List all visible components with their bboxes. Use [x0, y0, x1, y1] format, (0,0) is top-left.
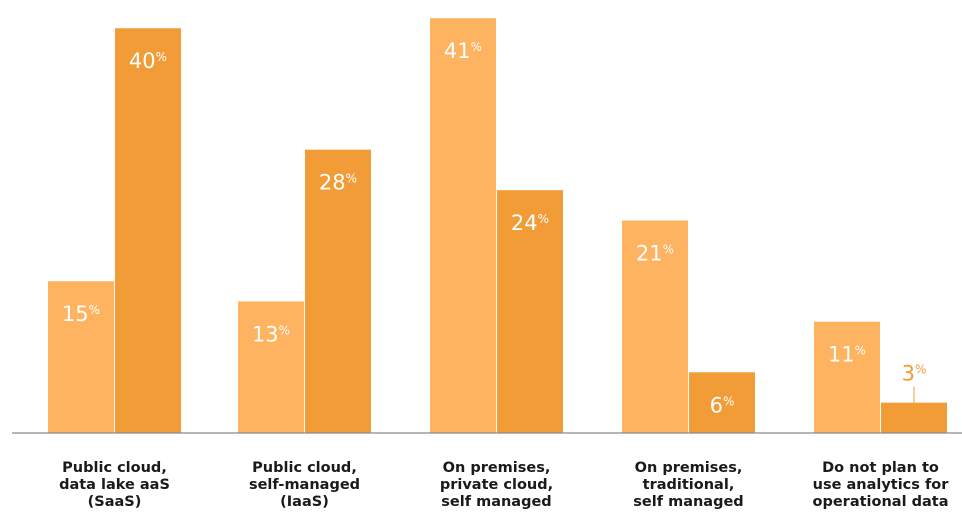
category-label-2: Public cloud, self-managed (IaaS): [249, 460, 360, 510]
bar-s1-c5: [814, 321, 880, 433]
bar-s1-c4: [622, 220, 688, 433]
value-label-s2-c4: 6%: [710, 393, 735, 417]
bar-s2-c1: [115, 28, 181, 433]
category-label-5: Do not plan to use analytics for operation…: [813, 460, 950, 510]
value-label-s1-c5: 11%: [828, 343, 866, 367]
value-label-s1-c1: 15%: [62, 302, 100, 326]
bar-s2-c4: [689, 372, 755, 433]
category-labels-group: Public cloud, data lake aaS (SaaS) Public c…: [59, 460, 949, 510]
bar-s2-c2: [305, 149, 371, 433]
category-label-1: Public cloud, data lake aaS (SaaS): [59, 460, 170, 510]
value-label-s1-c3: 41%: [444, 39, 482, 63]
value-label-s2-c1: 40%: [129, 49, 167, 73]
bar-s1-c3: [430, 18, 496, 433]
bars-group: 15% 40% 13% 28% 41% 24% 21% 6% 11% 3%: [48, 18, 947, 433]
value-label-s2-c5: 3%: [902, 362, 927, 386]
bar-s2-c5: [881, 402, 947, 433]
bar-s1-c1: [48, 281, 114, 433]
bar-s2-c3: [497, 190, 563, 433]
category-label-3: On premises, private cloud, self managed: [440, 460, 553, 510]
category-label-4: On premises, traditional, self managed: [633, 460, 743, 510]
bar-s1-c2: [238, 301, 304, 433]
value-label-s2-c3: 24%: [511, 211, 549, 235]
value-label-s1-c4: 21%: [636, 242, 674, 266]
value-label-s1-c2: 13%: [252, 322, 290, 346]
value-label-s2-c2: 28%: [319, 171, 357, 195]
